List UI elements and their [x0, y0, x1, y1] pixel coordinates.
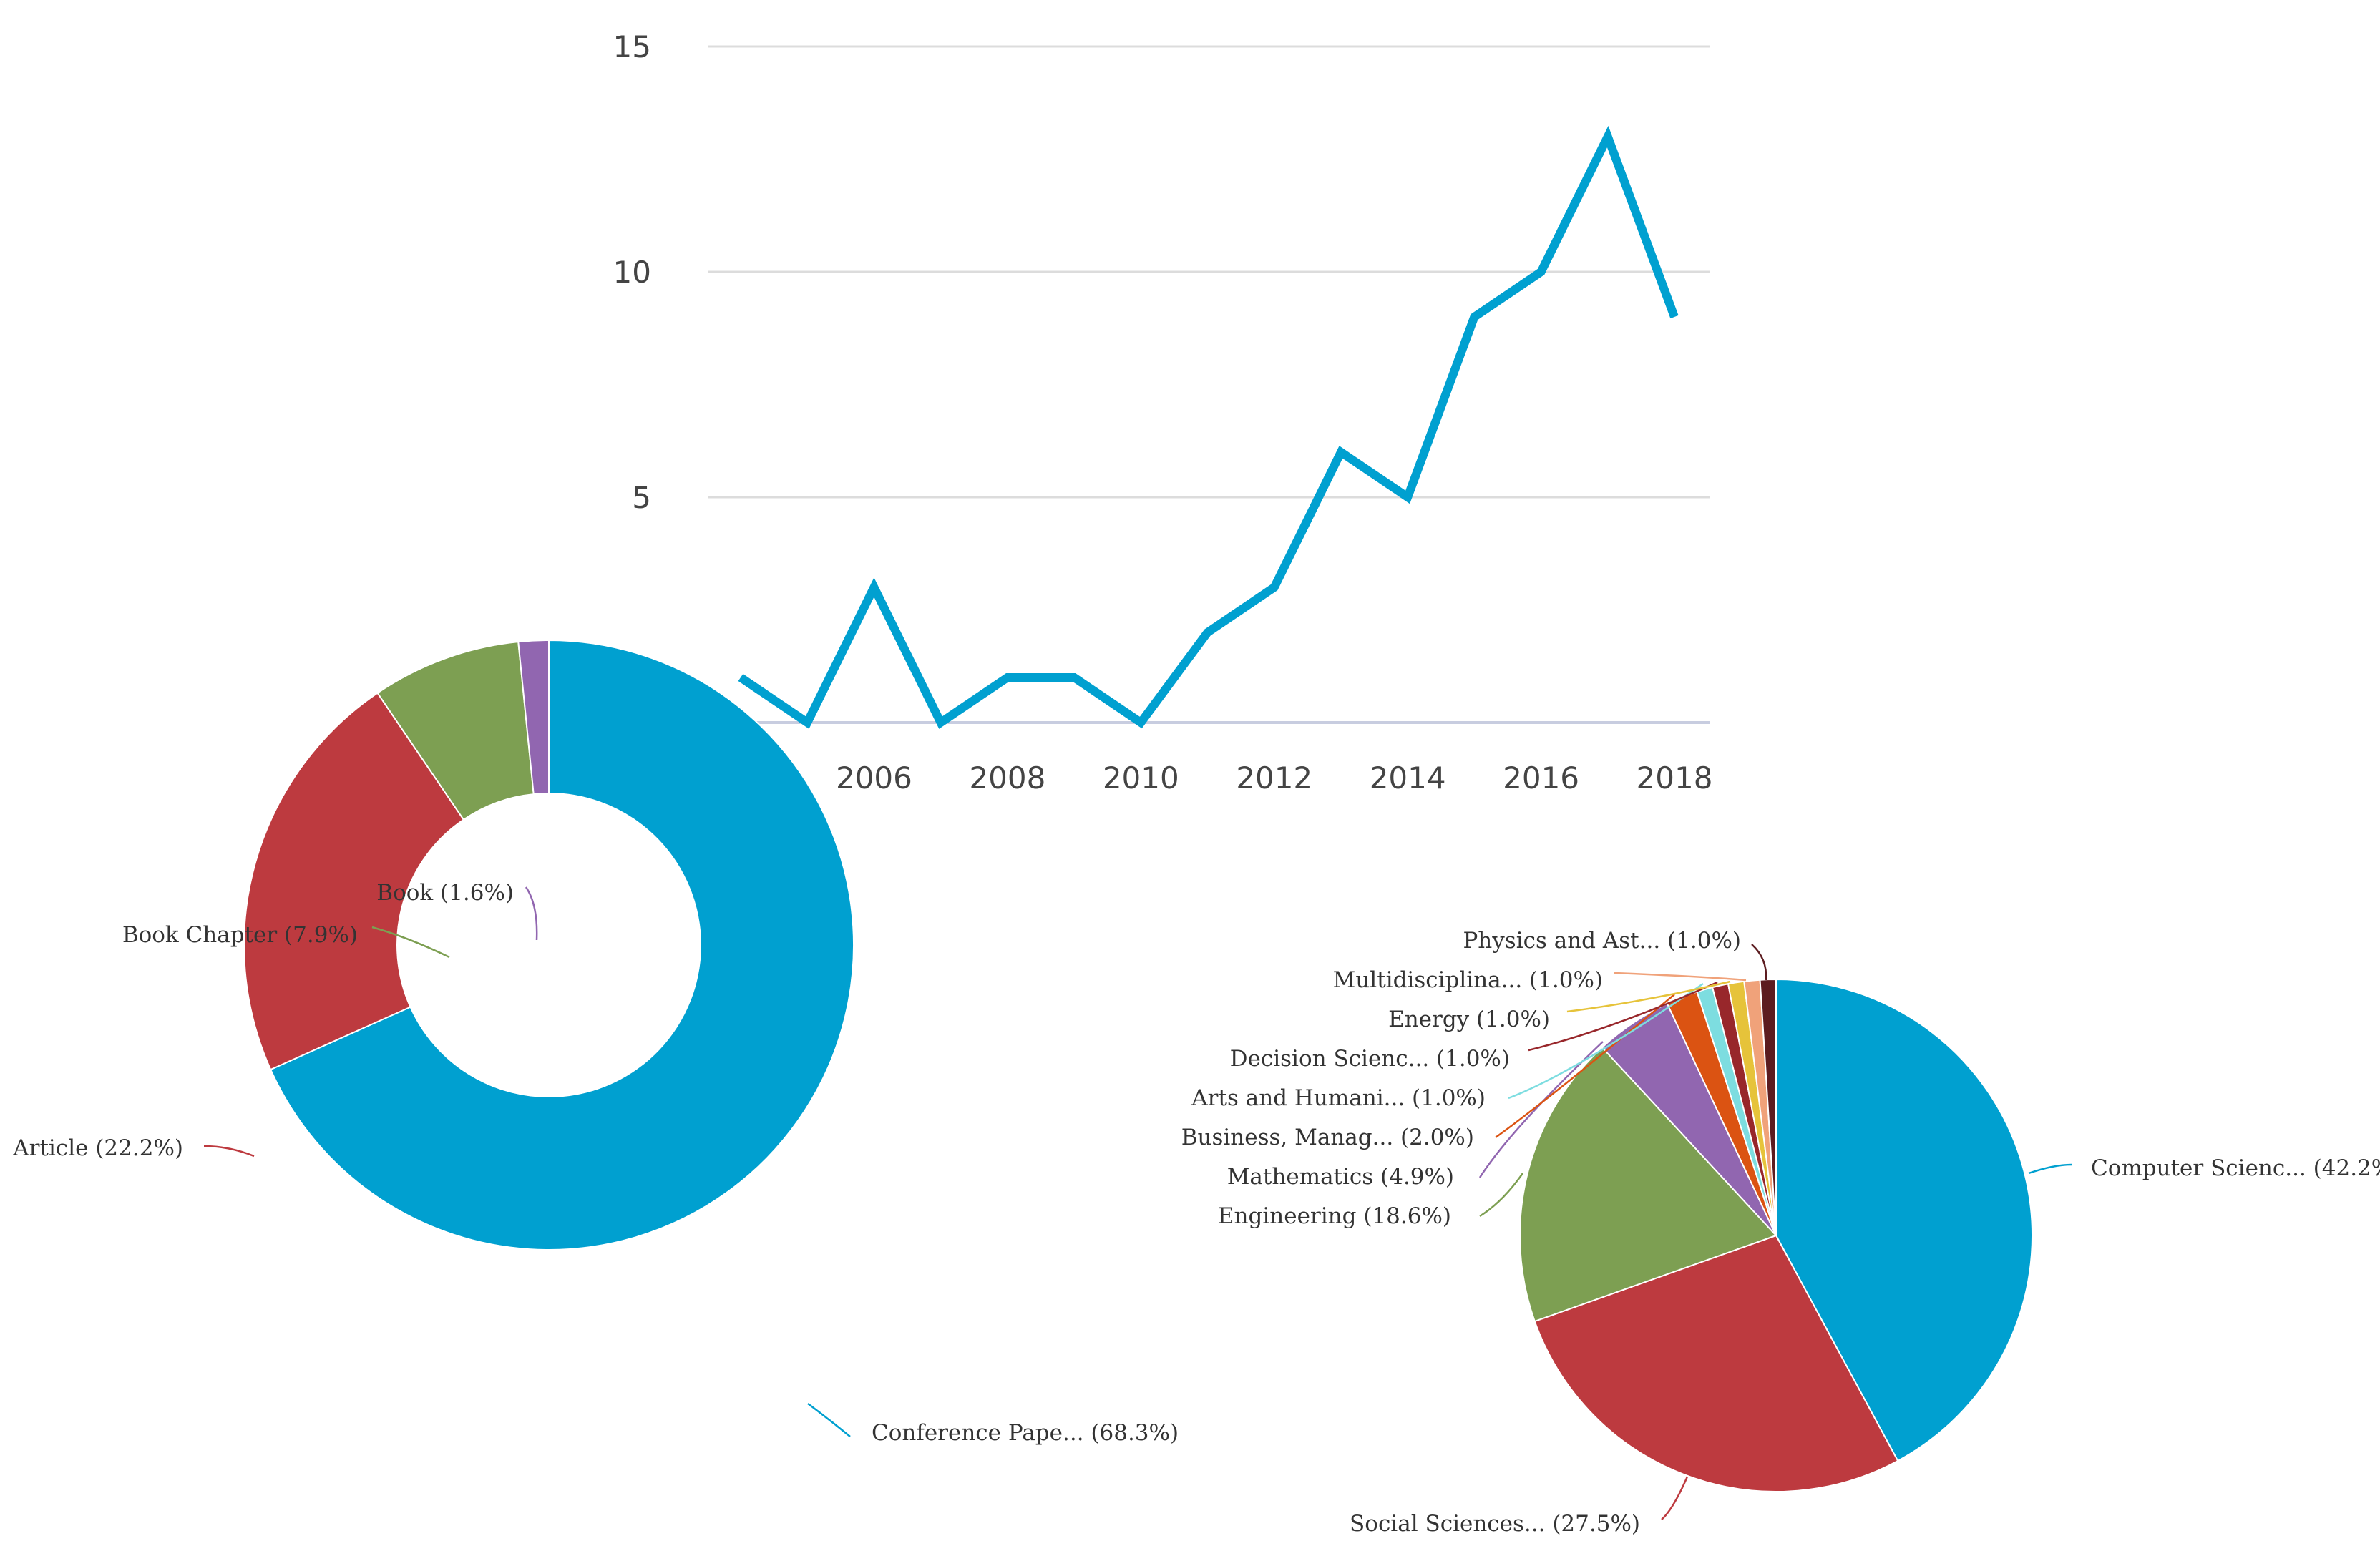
documents-per-year-line-chart: 05101520042006200820102012201420162018 [613, 29, 1713, 796]
slice-label: Arts and Humani... (1.0%) [1191, 1085, 1486, 1111]
x-tick-label: 2010 [1103, 760, 1179, 796]
label-connector [1566, 980, 1731, 1013]
y-tick-label: 10 [613, 255, 651, 290]
slice-label: Conference Pape... (68.3%) [872, 1420, 1179, 1446]
label-connector [1508, 982, 1704, 1100]
slice-label: Multidisciplina... (1.0%) [1333, 967, 1603, 993]
label-connector [525, 886, 538, 941]
label-connector [1751, 944, 1767, 981]
slice-label: Engineering (18.6%) [1218, 1203, 1451, 1229]
pie-slice [270, 640, 854, 1251]
slice-label: Mathematics (4.9%) [1227, 1164, 1454, 1190]
label-connector [371, 926, 450, 959]
x-tick-label: 2012 [1236, 760, 1312, 796]
pie-slice [1759, 978, 1777, 1236]
pie-slice [1775, 979, 2033, 1462]
label-connector [2028, 1163, 2072, 1175]
x-tick-label: 2018 [1637, 760, 1713, 796]
label-connector [1614, 972, 1747, 982]
x-tick-label: 2014 [1370, 760, 1446, 796]
slice-label: Computer Scienc... (42.2%) [2091, 1155, 2380, 1181]
slice-label: Energy (1.0%) [1388, 1007, 1550, 1032]
x-tick-label: 2006 [836, 760, 912, 796]
label-connector [1528, 981, 1718, 1052]
label-connector [807, 1402, 851, 1437]
slice-label: Article (22.2%) [12, 1135, 183, 1161]
slice-label: Business, Manag... (2.0%) [1181, 1125, 1474, 1150]
pie-slice [517, 640, 550, 796]
slice-label: Decision Scienc... (1.0%) [1230, 1046, 1510, 1072]
x-tick-label: 2008 [969, 760, 1045, 796]
slice-label: Physics and Ast... (1.0%) [1463, 928, 1741, 954]
series-line [738, 125, 1679, 729]
label-connector [203, 1145, 255, 1158]
slice-label: Book (1.6%) [376, 880, 514, 906]
label-connector [1495, 994, 1675, 1139]
label-connector [1479, 1173, 1524, 1218]
slice-label: Social Sciences... (27.5%) [1350, 1511, 1640, 1537]
y-tick-label: 15 [613, 29, 651, 64]
pie-slice [1533, 1235, 1899, 1492]
subject-area-pie-chart: Computer Scienc... (42.2%) Social Science… [1181, 928, 2380, 1537]
x-tick-label: 2016 [1503, 760, 1579, 796]
label-connector [1661, 1476, 1689, 1520]
document-type-donut-chart: Conference Pape... (68.3%) Article (22.2%… [12, 640, 1179, 1446]
slice-label: Book Chapter (7.9%) [122, 922, 358, 948]
pie-slice [243, 692, 464, 1071]
y-tick-label: 5 [632, 480, 651, 515]
